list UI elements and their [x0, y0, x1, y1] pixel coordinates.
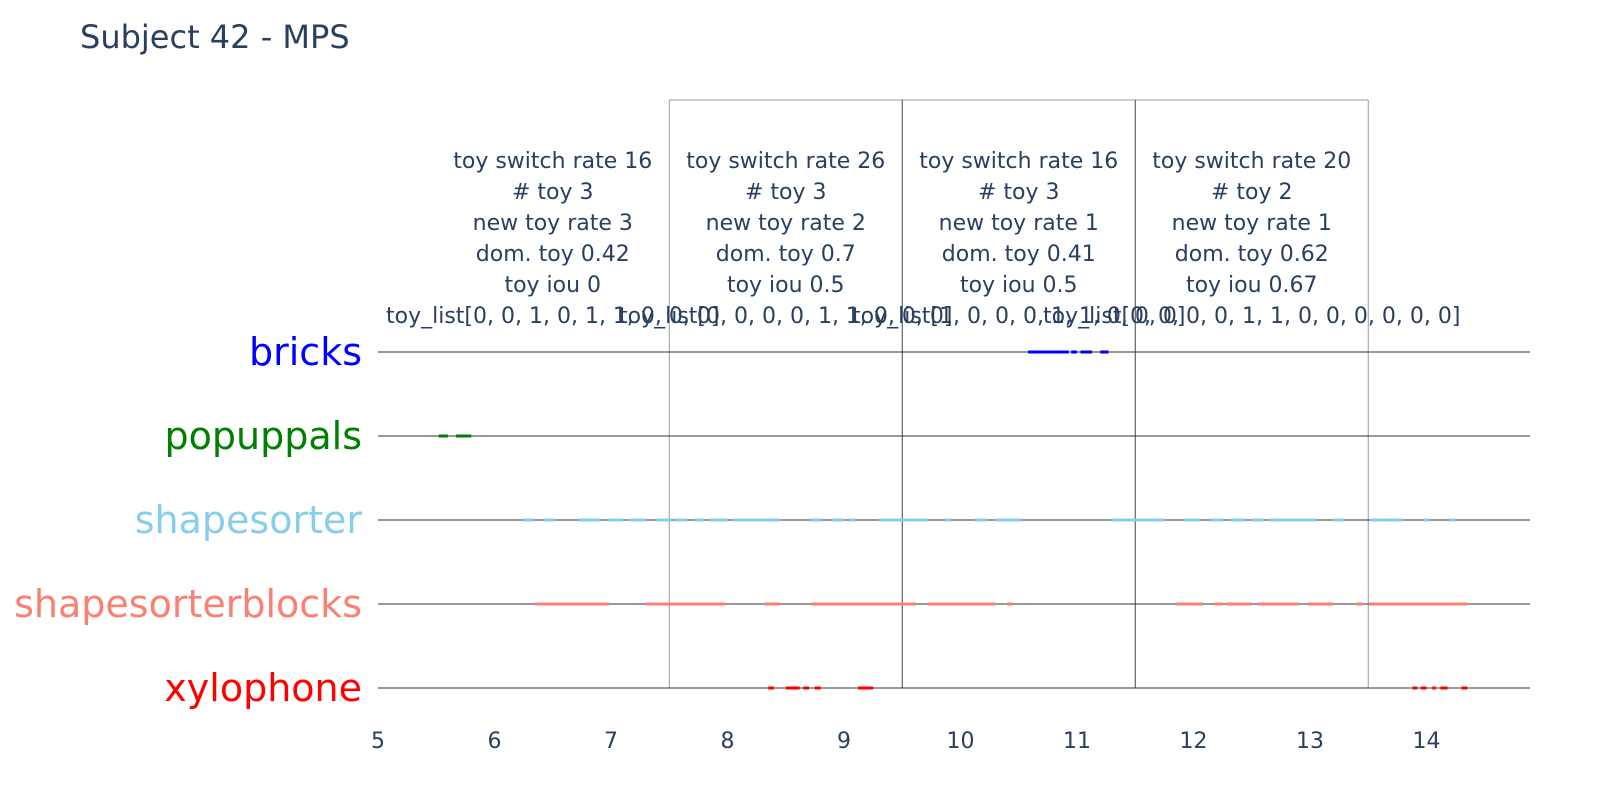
x-tick-label: 11 [1063, 729, 1091, 754]
window-annotation: toy switch rate 26 # toy 3 new toy rate 2 d… [619, 149, 952, 329]
y-label-popuppals: popuppals [165, 414, 362, 458]
annotation-line: toy iou 0.5 [727, 273, 845, 298]
annotation-line: toy_list[0, 0, 0, 0, 1, 1, 0, 0, 0, 0, 0… [1043, 304, 1460, 329]
annotation-line: toy iou 0.67 [1186, 273, 1318, 298]
x-tick-label: 10 [947, 729, 975, 754]
x-tick-label: 6 [488, 729, 502, 754]
annotation-line: toy_list[1, 0, 0, 0, 1, 1, 0, 0, 0] [852, 304, 1185, 329]
annotation-line: dom. toy 0.41 [942, 242, 1096, 267]
y-label-bricks: bricks [249, 330, 362, 374]
x-tick-label: 9 [837, 729, 851, 754]
annotation-line: toy iou 0 [504, 273, 601, 298]
x-tick-label: 13 [1296, 729, 1324, 754]
y-label-shape_sorter_blocks: shapesorterblocks [14, 582, 362, 626]
annotation-line: new toy rate 1 [1172, 211, 1332, 236]
x-tick-label: 5 [371, 729, 385, 754]
annotation-line: new toy rate 2 [706, 211, 866, 236]
x-tick-label: 8 [721, 729, 735, 754]
x-tick-label: 14 [1413, 729, 1441, 754]
annotation-line: toy switch rate 26 [686, 149, 885, 174]
annotation-line: dom. toy 0.7 [716, 242, 856, 267]
annotation-line: # toy 3 [745, 180, 827, 205]
annotation-line: # toy 2 [1211, 180, 1293, 205]
annotation-line: toy_list[0, 0, 0, 0, 1, 1, 0, 0, 0] [619, 304, 952, 329]
annotation-line: # toy 3 [978, 180, 1060, 205]
annotation-line: dom. toy 0.62 [1175, 242, 1329, 267]
annotation-line: toy iou 0.5 [960, 273, 1078, 298]
y-label-xylophone: xylophone [164, 666, 362, 710]
activity-segments [438, 350, 1468, 690]
y-label-shape_sorter: shapesorter [135, 498, 363, 542]
x-tick-label: 12 [1180, 729, 1208, 754]
chart-title: Subject 42 - MPS [80, 18, 350, 56]
annotation-line: toy switch rate 20 [1152, 149, 1351, 174]
x-tick-label: 7 [604, 729, 618, 754]
window-boxes [668, 99, 1369, 688]
annotation-line: toy switch rate 16 [453, 149, 652, 174]
annotation-line: toy_list[0, 0, 1, 0, 1, 1, 0, 0, 0] [386, 304, 719, 329]
annotation-line: new toy rate 3 [473, 211, 633, 236]
annotation-line: dom. toy 0.42 [476, 242, 630, 267]
window-annotations: toy switch rate 16 # toy 3 new toy rate 3 d… [386, 149, 1460, 329]
annotation-line: new toy rate 1 [939, 211, 1099, 236]
annotation-line: toy switch rate 16 [919, 149, 1118, 174]
window-annotation: toy switch rate 16 # toy 3 new toy rate 1 d… [852, 149, 1185, 329]
window-annotation: toy switch rate 20 # toy 2 new toy rate 1 d… [1043, 149, 1460, 329]
x-axis-ticks: 5 6 7 8 9 10 11 12 13 14 [371, 729, 1441, 754]
y-axis-labels: bricks popuppals shapesorter shapesorterblo… [14, 330, 362, 710]
window-annotation: toy switch rate 16 # toy 3 new toy rate 3 d… [386, 149, 719, 329]
annotation-line: # toy 3 [512, 180, 594, 205]
